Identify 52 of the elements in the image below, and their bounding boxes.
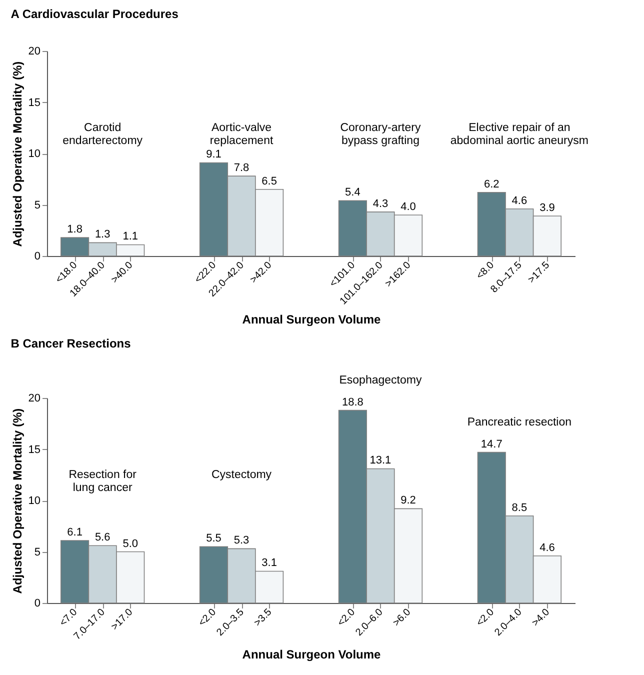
y-tick-label: 15 [28,444,40,456]
data-label: 1.1 [122,230,138,243]
data-label: 9.1 [206,148,222,161]
y-tick-label: 20 [28,392,40,404]
y-tick-label: 15 [28,96,40,109]
data-label: 4.0 [400,201,416,213]
y-axis-title: Adjusted Operative Mortality (%) [10,61,24,247]
data-label: 5.3 [234,534,250,547]
data-label: 6.2 [484,178,500,190]
y-tick-label: 10 [28,495,40,507]
annotation: Aortic-valve replacement [210,122,274,147]
y-tick-label: 20 [28,46,40,58]
annotation: Pancreatic resection [467,416,572,429]
annotation: Carotid endarterectomy [62,122,143,147]
annotation: Cystectomy [211,469,272,481]
text: Esophagectomy [339,374,422,387]
data-label: 1.3 [94,228,110,241]
data-label: 9.2 [400,494,416,507]
x-tick-label: <2.0 [336,606,358,629]
y-tick-label: 0 [34,250,40,262]
data-label: 3.1 [262,557,277,570]
chart-title: A Cardiovascular Procedures [10,7,179,21]
data-label: 6.5 [262,175,277,188]
data-label: 4.3 [372,198,388,210]
x-axis-title: Annual Surgeon Volume [242,648,382,662]
data-label: 5.6 [94,532,110,544]
data-label: 5.5 [206,532,222,545]
x-tick-label: <8.0 [474,260,497,282]
data-label: 7.8 [234,162,250,174]
data-label: 3.9 [540,202,555,214]
data-label: 6.1 [67,526,82,538]
x-tick-label: <2.0 [196,606,219,629]
x-tick-label: <2.0 [474,606,497,629]
y-tick-label: 5 [34,546,40,558]
y-tick-label: 0 [34,598,40,610]
annotation: Coronary-artery bypass grafting [340,122,421,147]
data-label: 4.6 [512,194,528,207]
data-label: 5.0 [122,538,138,550]
y-tick-label: 5 [34,199,40,212]
data-label: 5.4 [345,186,360,199]
data-label: 8.5 [512,502,528,514]
annotation: Resection for lung cancer [68,469,137,494]
y-tick-label: 10 [28,148,40,160]
data-label: 13.1 [370,454,392,467]
y-axis-title: Adjusted Operative Mortality (%) [10,408,24,594]
data-label: 1.8 [67,224,82,236]
x-axis-title: Annual Surgeon Volume [242,312,382,326]
data-label: 14.7 [480,438,502,450]
data-label: 4.6 [540,542,555,554]
chart-title: B Cancer Resections [10,336,132,351]
annotation: Elective repair of an abdominal aortic aneurysm [450,122,588,147]
data-label: 18.8 [342,396,364,408]
